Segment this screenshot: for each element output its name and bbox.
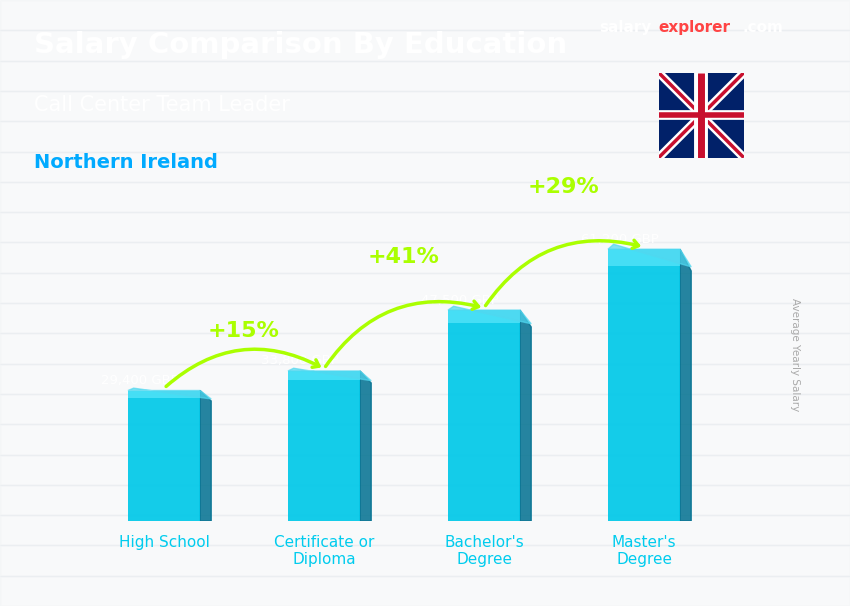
Text: .com: .com (742, 21, 783, 35)
Polygon shape (680, 249, 691, 521)
Bar (0, 303, 850, 333)
Bar (0, 91, 850, 121)
Text: 47,500 GBP: 47,500 GBP (421, 293, 499, 307)
Bar (0, 424, 850, 454)
Bar (0, 485, 850, 515)
Bar (608, 249, 680, 521)
Text: 29,400 GBP: 29,400 GBP (101, 374, 178, 387)
Polygon shape (608, 244, 691, 267)
Bar (0, 333, 850, 364)
Bar (288, 371, 360, 380)
Bar (0, 576, 850, 606)
Bar (0, 454, 850, 485)
Bar (0, 242, 850, 273)
Text: 61,200 GBP: 61,200 GBP (581, 233, 659, 245)
Polygon shape (288, 368, 371, 381)
Text: +41%: +41% (368, 247, 440, 267)
Text: salary: salary (599, 21, 652, 35)
Bar (0, 364, 850, 394)
Text: Salary Comparison By Education: Salary Comparison By Education (34, 30, 567, 59)
Text: Average Yearly Salary: Average Yearly Salary (790, 298, 800, 411)
Bar (0, 30, 850, 61)
Polygon shape (200, 390, 211, 521)
Text: 33,800 GBP: 33,800 GBP (261, 355, 339, 367)
Polygon shape (448, 306, 531, 324)
Polygon shape (360, 371, 371, 521)
Bar (608, 249, 680, 265)
Bar (0, 394, 850, 424)
Bar (0, 182, 850, 212)
Text: Call Center Team Leader: Call Center Team Leader (34, 95, 290, 115)
Text: explorer: explorer (659, 21, 731, 35)
Bar (128, 390, 200, 398)
Bar (0, 121, 850, 152)
Bar (448, 310, 520, 521)
Bar (0, 61, 850, 91)
Text: Northern Ireland: Northern Ireland (34, 153, 218, 171)
Polygon shape (520, 310, 531, 521)
Bar (0, 545, 850, 576)
Bar (0, 152, 850, 182)
Bar (0, 273, 850, 303)
Bar (288, 371, 360, 521)
Polygon shape (128, 388, 211, 399)
Bar (0, 515, 850, 545)
Bar (448, 310, 520, 323)
Bar (128, 390, 200, 521)
Text: +29%: +29% (528, 177, 600, 197)
Bar (0, 0, 850, 30)
Text: +15%: +15% (208, 321, 280, 341)
Bar (0, 212, 850, 242)
